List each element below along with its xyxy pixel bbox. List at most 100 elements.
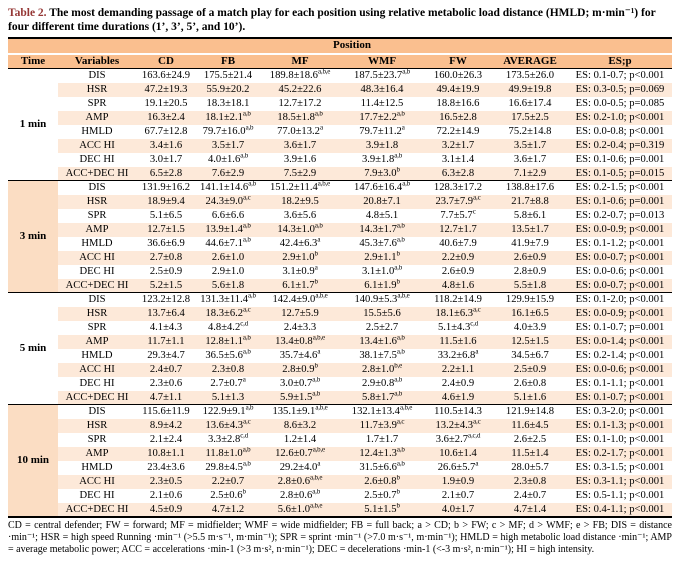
effect-size-cell: ES: 0.1-0.7; p<0.001	[575, 391, 665, 403]
value-cell: 12.8±1.1a,b	[205, 334, 251, 347]
value-cell: 67.7±12.8	[144, 125, 188, 137]
effect-size-cell: ES: 0.3-2.0; p<0.001	[568, 404, 672, 419]
value-cell: 2.8±0.9	[513, 265, 547, 277]
effect-size-cell: ES: 0.0-0.9; p<0.001	[575, 223, 665, 235]
value-cell: 16.6±17.4	[508, 97, 552, 109]
value-cell: 16.5±2.8	[439, 111, 477, 123]
value-cell: 47.2±19.3	[144, 83, 188, 95]
variable-label: SPR	[87, 97, 107, 109]
value-cell: 11.4±12.5	[360, 97, 404, 109]
significance-superscript: a,c	[396, 418, 405, 426]
value-cell: 18.9±9.4	[147, 195, 185, 207]
value-cell: 2.6±0.8	[513, 377, 547, 389]
value-cell: 6.3±2.8	[441, 167, 475, 179]
value-cell: 12.7±1.5	[147, 223, 185, 235]
table-row: HSR 8.9±4.2 13.6±4.3a,c 8.6±3.2 11.7±3.9a,c 1…	[8, 418, 672, 433]
value-cell: 45.2±22.6	[278, 83, 322, 95]
value-cell: 31.5±6.6a,b	[359, 460, 405, 473]
significance-superscript: a,b	[242, 446, 251, 454]
table-number: Table 2.	[8, 7, 47, 19]
value-cell: 40.6±7.9	[439, 237, 477, 249]
value-cell: 147.6±16.4a,b	[340, 180, 424, 195]
value-cell: 44.6±7.1a,b	[205, 236, 251, 249]
value-cell: 79.7±16.0a,b	[202, 124, 254, 137]
value-cell: 3.6±5.6	[283, 209, 317, 221]
value-cell: 5.1±4.3c,d	[437, 320, 479, 333]
value-cell: 2.8±0.6a,b	[279, 488, 321, 501]
value-cell: 3.0±1.7	[149, 153, 183, 165]
variable-label: ACC+DEC HI	[65, 279, 129, 291]
table-row: 5 min DIS 123.2±12.8 131.3±11.4a,b 142.4±9.0…	[8, 292, 672, 405]
value-cell: 12.7±5.9	[281, 307, 319, 319]
significance-superscript: a,c	[243, 418, 251, 426]
variable-label: HSR	[86, 419, 108, 431]
significance-superscript: a,b,e	[397, 292, 410, 300]
value-cell: 121.9±14.8	[492, 404, 568, 419]
value-cell: 19.1±20.5	[144, 97, 188, 109]
value-cell: 138.8±17.6	[492, 180, 568, 195]
time-group-label: 3 min	[8, 180, 58, 293]
value-cell: 7.6±2.9	[211, 167, 245, 179]
effect-size-cell: ES: 0.0-0.9; p<0.001	[575, 307, 665, 319]
position-header-row: Position	[8, 38, 672, 55]
value-cell: 3.9±1.6	[283, 153, 317, 165]
value-cell: 131.9±16.2	[136, 180, 196, 195]
significance-superscript: a,b,e	[312, 334, 325, 342]
significance-superscript: a	[475, 460, 479, 468]
table-caption-text: The most demanding passage of a match pl…	[8, 7, 656, 33]
value-cell: 5.1±1.5b	[364, 502, 400, 515]
value-cell: 163.6±24.9	[141, 70, 191, 81]
value-cell: 115.6±11.9	[136, 404, 196, 419]
value-cell: 2.2±1.1	[441, 363, 475, 375]
variable-label: HMLD	[81, 237, 113, 249]
value-cell: 2.7±0.8	[149, 251, 183, 263]
value-cell: 16.1±6.5	[511, 307, 549, 319]
table-row: DEC HI 2.3±0.6 2.7±0.7a 3.0±0.7a,b 2.9±0.8a,…	[8, 377, 672, 391]
value-cell: 3.4±1.6	[149, 139, 183, 151]
position-header-spacer-right	[568, 38, 672, 55]
time-group-label: 5 min	[8, 292, 58, 405]
value-cell: 3.0±0.7a,b	[279, 376, 321, 389]
document-page: Table 2. The most demanding passage of a…	[8, 7, 672, 555]
value-cell: 3.9±1.8a,b	[361, 152, 403, 165]
value-cell: 2.6±0.9	[513, 251, 547, 263]
effect-size-cell: ES: 0.1-1.2; p<0.001	[575, 237, 665, 249]
variable-label: HSR	[86, 83, 108, 95]
variable-label: SPR	[87, 433, 107, 445]
variable-label: AMP	[85, 335, 109, 347]
variable-label: HMLD	[81, 461, 113, 473]
value-cell: 13.7±6.4	[147, 307, 185, 319]
value-cell: 2.4±0.9	[441, 377, 475, 389]
significance-superscript: a	[319, 124, 323, 132]
column-header-mf: MF	[260, 53, 340, 69]
value-cell: 3.2±1.7	[441, 139, 475, 151]
effect-size-cell: ES: 0.0-0.7; p<0.001	[575, 279, 665, 291]
value-cell: 7.9±3.0b	[364, 166, 401, 179]
significance-superscript: b	[396, 166, 401, 173]
significance-superscript: a	[317, 348, 321, 356]
value-cell: 8.6±3.2	[283, 419, 317, 431]
table-row: ACC+DEC HI 5.2±1.5 5.6±1.8 6.1±1.7b 6.1±1.9b…	[8, 278, 672, 293]
value-cell: 18.3±18.1	[206, 97, 250, 109]
value-cell: 36.5±5.6a,b	[205, 348, 251, 361]
table-row: DEC HI 2.1±0.6 2.5±0.6b 2.8±0.6a,b 2.5±0.7b 2…	[8, 489, 672, 503]
value-cell: 21.7±8.8	[511, 195, 549, 207]
effect-size-cell: ES: 0.2-0.7; p=0.013	[575, 209, 665, 221]
value-cell: 7.1±2.9	[513, 167, 547, 179]
value-cell: 3.6±2.7a,c,d	[435, 432, 481, 445]
value-cell: 141.1±14.6a,b	[196, 180, 260, 195]
value-cell: 3.1±0.9a	[282, 264, 318, 277]
significance-superscript: a,b	[396, 446, 405, 454]
value-cell: 3.3±2.8c,d	[207, 432, 249, 445]
value-cell: 2.6±0.8b	[364, 474, 400, 487]
value-cell: 3.5±1.7	[211, 139, 245, 151]
significance-superscript: a,b	[242, 110, 251, 118]
value-cell: 2.2±0.7	[211, 475, 245, 487]
effect-size-cell: ES: 0.1-0.6; p=0.001	[575, 195, 665, 207]
value-cell: 4.8±4.2c,d	[207, 320, 249, 333]
value-cell: 128.3±17.2	[424, 180, 492, 195]
variable-label: AMP	[85, 111, 109, 123]
value-cell: 16.3±2.4	[147, 111, 185, 123]
value-cell: 2.6±1.0	[211, 251, 245, 263]
variable-label: DIS	[58, 292, 136, 307]
